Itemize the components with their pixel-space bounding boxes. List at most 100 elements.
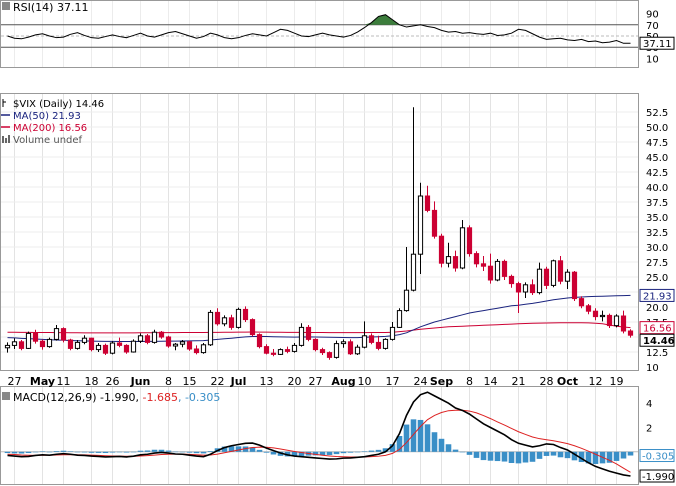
macd-hist-bar [228, 446, 235, 452]
macd-hist-bar [263, 451, 270, 453]
candle-body [543, 268, 550, 286]
price-current-label: 14.46 [643, 336, 675, 347]
candle-body [613, 315, 620, 327]
legend-entry-2: MA(200) 16.56 [13, 123, 87, 134]
x-tick-label: 15 [183, 375, 197, 388]
candle-body [25, 332, 32, 349]
macd-hist-bar [221, 446, 228, 452]
candle-body [179, 341, 186, 345]
macd-tick-label: 2 [646, 423, 652, 434]
candle-body [4, 344, 11, 349]
candle-body [18, 341, 25, 349]
candle-body [186, 341, 193, 350]
candle-body [81, 337, 88, 343]
macd-label: MACD(12,26,9) [13, 391, 100, 404]
candle-body [207, 311, 214, 346]
macd-hist-bar [480, 451, 487, 461]
ma50-line [7, 294, 631, 342]
macd-hist-bar [193, 451, 200, 454]
price-tick-label: 32.5 [646, 228, 668, 239]
candle-body [389, 326, 396, 340]
macd-hist-bar [592, 451, 599, 464]
candle-body [95, 344, 102, 351]
ma200-line [7, 322, 631, 334]
candle-body [627, 330, 634, 336]
macd-hist-bar [424, 424, 431, 452]
rsi-legend-swatch [2, 2, 10, 10]
macd-hist-bar [627, 451, 634, 456]
macd-hist-bar [438, 438, 445, 452]
candle-body [11, 341, 18, 346]
candle-body [396, 310, 403, 328]
macd-hist-bar [620, 451, 627, 459]
macd-hist-bar [151, 449, 158, 452]
macd-current-box [639, 449, 675, 463]
rsi-line [7, 14, 631, 44]
macd-title: MACD(12,26,9) -1.990, -1.685, -0.305 [13, 391, 220, 404]
candle-body [585, 305, 592, 312]
x-tick-label: 22 [211, 375, 225, 388]
candle-body [550, 260, 557, 286]
macd-hist-bar [32, 451, 39, 453]
x-tick-label: Jun [130, 375, 151, 388]
macd-hist-value: , -0.305 [178, 391, 220, 404]
macd-hist-bar [585, 451, 592, 464]
rsi-overbought-fill [364, 14, 400, 25]
candle-body [354, 346, 361, 355]
candle-body [270, 352, 277, 355]
macd-hist-bar [431, 432, 438, 452]
macd-hist-bar [95, 451, 102, 453]
macd-hist-bar [613, 451, 620, 461]
macd-hist-bar [11, 451, 18, 454]
macd-hist-bar [382, 448, 389, 452]
macd-hist-bar [347, 451, 354, 453]
candle-body [529, 284, 536, 294]
x-tick-label: 24 [414, 375, 428, 388]
candle-body [347, 341, 354, 355]
macd-hist-bar [256, 449, 263, 452]
macd-hist-bar [116, 451, 123, 453]
macd-hist-bar [46, 451, 53, 453]
macd-current-box [639, 469, 675, 483]
candle-body [305, 326, 312, 340]
candle-body [417, 195, 424, 255]
legend-entry-1: MA(50) 21.93 [13, 111, 81, 122]
legend-volume-icon [5, 138, 7, 143]
candle-body [46, 338, 53, 348]
macd-hist-bar [389, 444, 396, 452]
macd-hist-bar [81, 451, 88, 453]
macd-hist-bar [522, 451, 529, 463]
legend-entry-0: $VIX (Daily) 14.46 [13, 99, 104, 110]
candle-body [466, 227, 473, 255]
price-tick-label: 20.0 [646, 303, 668, 314]
x-tick-label: 8 [466, 375, 473, 388]
candle-body [312, 338, 319, 351]
price-tick-label: 27.5 [646, 258, 668, 269]
macd-hist-bar [501, 451, 508, 462]
macd-hist-bar [123, 451, 130, 453]
candle-body [445, 256, 452, 264]
price-current-label: 16.56 [643, 324, 672, 335]
macd-hist-bar [445, 444, 452, 452]
macd-hist-bar [487, 451, 494, 461]
candle-body [620, 315, 627, 332]
candle-body [410, 253, 417, 291]
candle-body [284, 349, 291, 352]
price-tick-label: 42.5 [646, 168, 668, 179]
candle-body [431, 209, 438, 237]
candle-body [137, 335, 144, 342]
legend-volume-icon [8, 135, 10, 143]
price-tick-label: 10 [646, 363, 659, 374]
macd-hist-bar [473, 451, 480, 458]
candle-body [403, 289, 410, 312]
legend-entry-3: Volume undef [13, 135, 83, 146]
candle-body [536, 268, 543, 294]
candle-body [88, 337, 95, 351]
macd-hist-bar [270, 451, 277, 455]
candle-body [522, 284, 529, 293]
macd-hist-bar [4, 451, 11, 454]
candle-body [109, 342, 116, 354]
x-tick-label: 27 [8, 375, 22, 388]
candle-body [557, 260, 564, 282]
